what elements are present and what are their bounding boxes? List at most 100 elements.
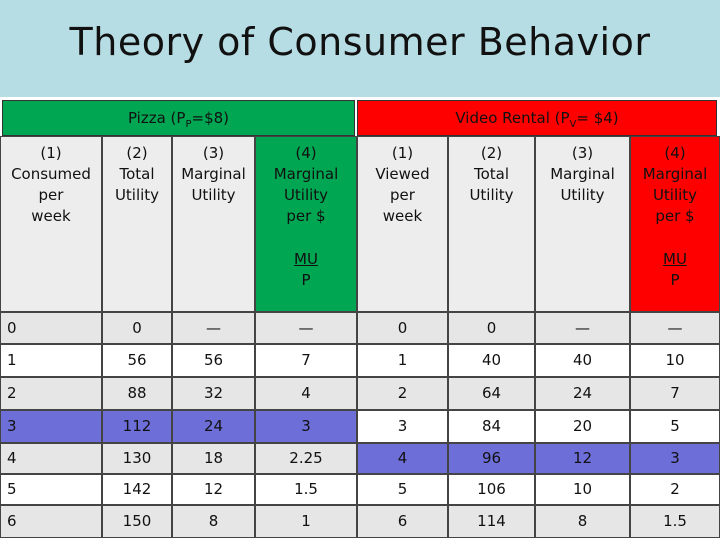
pizza-price-subscript: P xyxy=(185,119,192,130)
table-cell-p3: 24 xyxy=(172,410,255,443)
header-line: Total xyxy=(473,165,510,183)
table-cell-p3: 18 xyxy=(172,443,255,474)
header-line: (4) xyxy=(295,144,317,162)
pizza-price-value: =$8) xyxy=(191,109,230,127)
title-band xyxy=(0,0,720,97)
video-group-label: Video Rental (P xyxy=(455,109,570,127)
video-price-value: = $4) xyxy=(576,109,619,127)
table-cell-v1: 3 xyxy=(357,410,448,443)
table-cell-p2: 150 xyxy=(102,505,172,538)
header-cell-v2: (2) Total Utility xyxy=(448,136,535,312)
header-line: (4) xyxy=(664,144,686,162)
table-cell-v4: 10 xyxy=(630,344,720,377)
header-line: Utility xyxy=(560,186,605,204)
formula-numerator: MU xyxy=(663,250,687,268)
table-cell-v3: — xyxy=(535,312,630,344)
header-line: per $ xyxy=(655,207,695,225)
header-line: week xyxy=(31,207,71,225)
header-line: (2) xyxy=(126,144,148,162)
table-cell-p2: 0 xyxy=(102,312,172,344)
header-line: Consumed xyxy=(11,165,91,183)
table-cell-v2: 114 xyxy=(448,505,535,538)
table-cell-p4: 1.5 xyxy=(255,474,357,505)
header-line: Marginal xyxy=(642,165,708,183)
header-line: (1) xyxy=(391,144,414,162)
table-cell-v2: 106 xyxy=(448,474,535,505)
table-cell-p3: — xyxy=(172,312,255,344)
table-cell-p3: 12 xyxy=(172,474,255,505)
table-cell-p2: 88 xyxy=(102,377,172,410)
table-cell-p1: 0 xyxy=(0,312,102,344)
table-cell-v2: 0 xyxy=(448,312,535,344)
table-cell-v3: 12 xyxy=(535,443,630,474)
table-cell-v3: 40 xyxy=(535,344,630,377)
header-line: Viewed xyxy=(375,165,430,183)
table-cell-v2: 64 xyxy=(448,377,535,410)
table-cell-p4: 4 xyxy=(255,377,357,410)
table-cell-p3: 56 xyxy=(172,344,255,377)
header-line: (2) xyxy=(480,144,503,162)
header-line: Marginal xyxy=(273,165,339,183)
table-cell-p4: 3 xyxy=(255,410,357,443)
table-cell-p2: 56 xyxy=(102,344,172,377)
table-cell-p3: 8 xyxy=(172,505,255,538)
formula-numerator: MU xyxy=(294,250,318,268)
header-line: Marginal xyxy=(550,165,615,183)
formula-denominator: P xyxy=(301,271,311,289)
table-cell-v3: 20 xyxy=(535,410,630,443)
table-cell-v4: 3 xyxy=(630,443,720,474)
table-cell-v1: 1 xyxy=(357,344,448,377)
table-cell-v3: 8 xyxy=(535,505,630,538)
table-cell-v4: 1.5 xyxy=(630,505,720,538)
table-cell-v1: 5 xyxy=(357,474,448,505)
table-cell-v4: 5 xyxy=(630,410,720,443)
header-line: Utility xyxy=(469,186,514,204)
header-line: Utility xyxy=(191,186,236,204)
pizza-group-label: Pizza (P xyxy=(127,109,186,127)
table-cell-v1: 6 xyxy=(357,505,448,538)
mu-over-p-formula: MU P xyxy=(256,249,356,291)
table-cell-p2: 142 xyxy=(102,474,172,505)
table-cell-v1: 4 xyxy=(357,443,448,474)
table-cell-p4: 1 xyxy=(255,505,357,538)
header-line: week xyxy=(382,207,423,225)
header-line: (3) xyxy=(571,144,594,162)
table-cell-p1: 1 xyxy=(0,344,102,377)
slide-title: Theory of Consumer Behavior xyxy=(69,20,651,64)
table-cell-p2: 130 xyxy=(102,443,172,474)
header-cell-p2: (2) Total Utility xyxy=(102,136,172,312)
table-cell-v2: 84 xyxy=(448,410,535,443)
header-line: per $ xyxy=(286,207,326,225)
table-cell-v4: 7 xyxy=(630,377,720,410)
header-line: Utility xyxy=(283,186,329,204)
header-line: Marginal xyxy=(181,165,246,183)
table-cell-v1: 0 xyxy=(357,312,448,344)
header-line: Utility xyxy=(114,186,160,204)
table-cell-p1: 3 xyxy=(0,410,102,443)
header-line: (3) xyxy=(202,144,225,162)
mu-over-p-formula: MU P xyxy=(631,249,719,291)
video-price-subscript: V xyxy=(569,119,577,130)
table-cell-v2: 40 xyxy=(448,344,535,377)
table-cell-p3: 32 xyxy=(172,377,255,410)
video-group-header: Video Rental (PV= $4) xyxy=(357,100,717,136)
table-cell-v4: — xyxy=(630,312,720,344)
table-cell-p1: 5 xyxy=(0,474,102,505)
table-cell-p1: 6 xyxy=(0,505,102,538)
table-cell-v4: 2 xyxy=(630,474,720,505)
header-cell-v1: (1) Viewed per week xyxy=(357,136,448,312)
header-line: Total xyxy=(119,165,155,183)
header-line: per xyxy=(390,186,415,204)
header-line: Utility xyxy=(652,186,698,204)
header-cell-v4: (4) Marginal Utility per $ MU P xyxy=(630,136,720,312)
table-cell-p1: 2 xyxy=(0,377,102,410)
header-cell-p3: (3) Marginal Utility xyxy=(172,136,255,312)
formula-denominator: P xyxy=(670,271,680,289)
header-cell-p4: (4) Marginal Utility per $ MU P xyxy=(255,136,357,312)
table-cell-v1: 2 xyxy=(357,377,448,410)
table-cell-p4: 7 xyxy=(255,344,357,377)
table-cell-v3: 10 xyxy=(535,474,630,505)
table-cell-v2: 96 xyxy=(448,443,535,474)
table-cell-p4: — xyxy=(255,312,357,344)
header-line: (1) xyxy=(40,144,62,162)
